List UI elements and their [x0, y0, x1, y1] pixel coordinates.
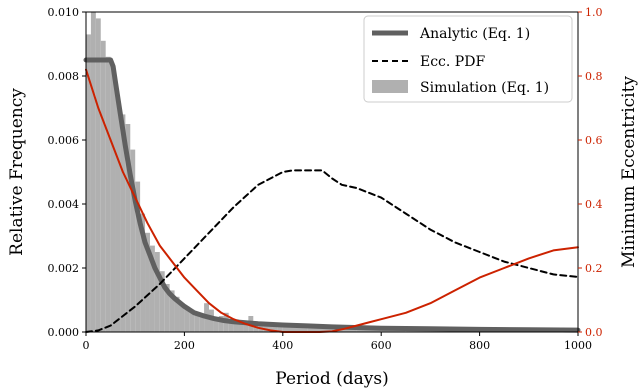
x-tick-label: 600	[371, 339, 392, 352]
histogram-bar	[154, 252, 160, 332]
histogram-bar	[218, 316, 224, 332]
histogram-bar	[145, 232, 150, 332]
histogram-bar	[149, 245, 155, 332]
left-y-tick-label: 0.010	[48, 6, 80, 19]
right-y-tick-label: 0.6	[585, 134, 603, 147]
histogram-bar	[243, 322, 249, 332]
histogram-bar	[86, 34, 91, 333]
histogram-bar	[272, 325, 278, 332]
histogram-bar	[100, 40, 106, 333]
x-axis-title: Period (days)	[275, 369, 388, 389]
left-y-tick-label: 0.000	[48, 326, 80, 339]
histogram-bar	[115, 98, 121, 333]
analytic-line	[83, 57, 581, 333]
histogram-bar	[95, 18, 101, 333]
x-tick-label: 1000	[564, 339, 592, 352]
histogram-bar	[174, 296, 180, 332]
histogram-bar	[228, 319, 234, 332]
legend-box	[363, 15, 573, 103]
histogram-bar	[105, 56, 111, 333]
histogram-bar	[263, 322, 269, 332]
histogram-bar	[125, 124, 131, 332]
legend-simulation-label: Simulation (Eq. 1)	[420, 80, 549, 96]
x-tick-label: 800	[469, 339, 490, 352]
plot-frame	[85, 11, 579, 333]
left-y-axis-ticks: 0.000 0.002 0.004 0.006 0.008 0.010	[48, 6, 86, 339]
right-y-axis-title: Minimum Eccentricity	[619, 76, 639, 268]
histogram-bar	[159, 271, 165, 332]
histogram-bar	[238, 322, 244, 332]
histogram-bar	[179, 303, 185, 332]
left-y-tick-label: 0.006	[48, 134, 80, 147]
right-y-tick-label: 0.4	[585, 198, 603, 211]
x-tick-label: 200	[174, 339, 195, 352]
legend: Analytic (Eq. 1) Ecc. PDF Simulation (Eq…	[363, 15, 573, 103]
histogram-bar	[189, 309, 195, 332]
histogram-bar	[277, 325, 283, 332]
histogram-bar	[130, 149, 136, 332]
legend-simulation-swatch	[372, 80, 408, 93]
left-y-tick-label: 0.002	[48, 262, 80, 275]
ecc-pdf-line	[85, 169, 579, 333]
right-y-tick-label: 0.2	[585, 262, 603, 275]
legend-analytic-label: Analytic (Eq. 1)	[419, 26, 530, 42]
x-tick-label: 0	[83, 339, 90, 352]
histogram-bar	[120, 114, 126, 333]
histogram-bar	[213, 319, 219, 332]
histogram-bar	[140, 213, 146, 332]
x-tick-label: 400	[272, 339, 293, 352]
right-y-tick-label: 1.0	[585, 6, 603, 19]
legend-ecc-pdf-label: Ecc. PDF	[420, 54, 485, 70]
right-y-axis-ticks: 0.0 0.2 0.4 0.6 0.8 1.0	[578, 6, 603, 339]
left-y-tick-label: 0.008	[48, 70, 80, 83]
histogram-bar	[194, 312, 200, 332]
histogram-bar	[135, 181, 141, 332]
histogram-bar	[110, 66, 116, 333]
histogram-bar	[268, 325, 273, 332]
left-y-tick-label: 0.004	[48, 198, 80, 211]
histogram-bar	[184, 306, 190, 332]
histogram-bar	[169, 290, 175, 332]
histogram-bar	[164, 284, 170, 332]
histogram-bar	[282, 325, 308, 332]
histogram-bar	[90, 12, 96, 332]
histogram-bar	[199, 316, 205, 332]
x-axis-ticks: 0 200 400 600 800 1000	[83, 332, 592, 352]
histogram-bar	[209, 309, 214, 332]
left-y-axis-title: Relative Frequency	[7, 88, 27, 256]
histogram-bar	[233, 319, 239, 332]
right-y-tick-label: 0.0	[585, 326, 603, 339]
right-y-tick-label: 0.8	[585, 70, 603, 83]
